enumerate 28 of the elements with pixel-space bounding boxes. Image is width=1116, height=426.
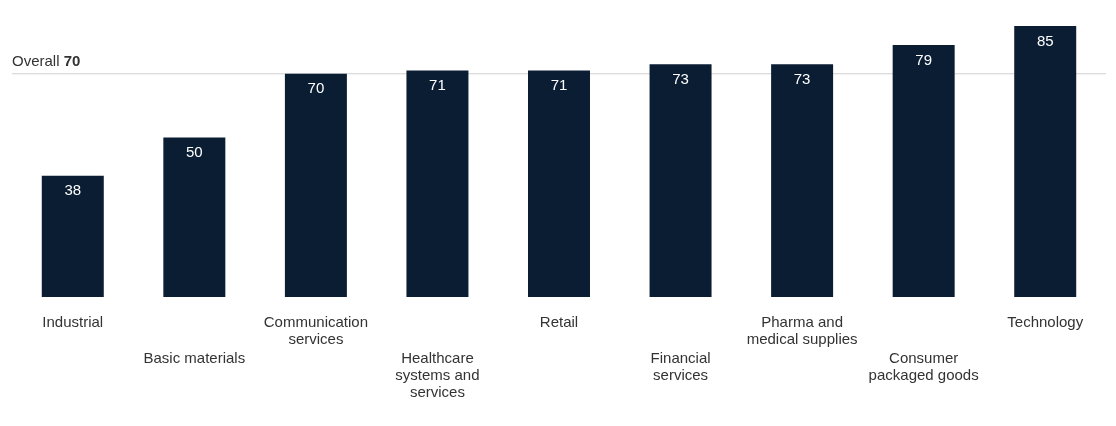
x-tick-label: Basic materials bbox=[143, 348, 246, 366]
bar bbox=[892, 45, 955, 297]
x-tick-label: Retail bbox=[539, 312, 579, 330]
data-label: 79 bbox=[915, 50, 933, 68]
bar bbox=[41, 175, 104, 297]
x-tick-label: Financial services bbox=[650, 348, 711, 383]
x-tick-label: Communication services bbox=[263, 312, 368, 347]
bar bbox=[649, 64, 712, 297]
bar bbox=[1014, 25, 1077, 297]
bar bbox=[163, 137, 226, 297]
x-tick-label: Technology bbox=[1007, 312, 1084, 330]
bar bbox=[406, 70, 469, 297]
data-label: 85 bbox=[1036, 31, 1054, 49]
x-tick-label: Healthcare systems and services bbox=[395, 348, 480, 400]
data-label: 71 bbox=[429, 76, 446, 94]
x-tick-label: Industrial bbox=[42, 312, 104, 330]
data-label: 73 bbox=[672, 69, 689, 87]
data-label: 50 bbox=[185, 143, 203, 161]
data-label: 73 bbox=[793, 69, 811, 87]
data-label: 70 bbox=[307, 79, 325, 97]
x-tick-label: Pharma and medical supplies bbox=[746, 312, 858, 347]
data-label: 71 bbox=[550, 76, 568, 94]
x-tick-label: Consumer packaged goods bbox=[868, 348, 979, 383]
bar bbox=[528, 70, 590, 297]
bar bbox=[771, 64, 834, 297]
ref-line-label: Overall 70 bbox=[12, 52, 81, 70]
data-label: 38 bbox=[64, 181, 82, 199]
bar bbox=[284, 73, 347, 297]
